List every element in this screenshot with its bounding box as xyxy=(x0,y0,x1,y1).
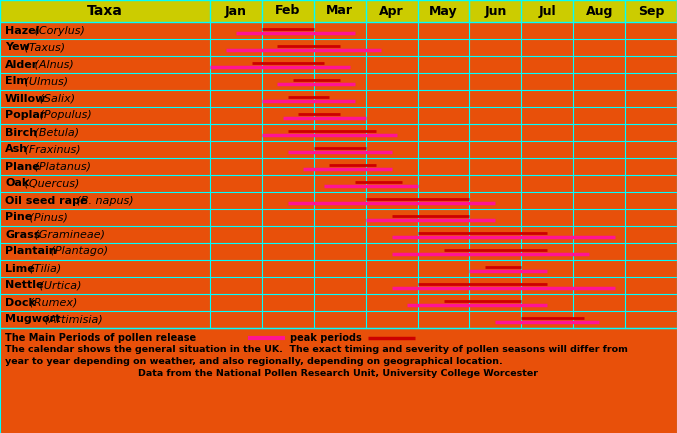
Text: (Betula): (Betula) xyxy=(31,127,79,138)
Text: Jul: Jul xyxy=(538,4,556,17)
Text: (Taxus): (Taxus) xyxy=(20,42,65,52)
Text: Feb: Feb xyxy=(275,4,301,17)
Text: Plantain: Plantain xyxy=(5,246,57,256)
Text: Alder: Alder xyxy=(5,59,38,70)
Text: (Alnus): (Alnus) xyxy=(31,59,74,70)
Bar xyxy=(0,107,677,124)
Text: year to year depending on weather, and also regionally, depending on geographica: year to year depending on weather, and a… xyxy=(5,356,503,365)
Text: Ash: Ash xyxy=(5,145,28,155)
Text: Grass: Grass xyxy=(5,229,41,239)
Text: Dock: Dock xyxy=(5,297,36,307)
Text: (Corylus): (Corylus) xyxy=(31,26,85,36)
Bar xyxy=(0,243,677,260)
Text: (Populus): (Populus) xyxy=(36,110,92,120)
Text: Elm: Elm xyxy=(5,77,28,87)
Text: Oak: Oak xyxy=(5,178,29,188)
Bar xyxy=(0,277,677,294)
Bar xyxy=(0,73,677,90)
Text: (Plantago): (Plantago) xyxy=(47,246,108,256)
Bar xyxy=(0,141,677,158)
Text: Mar: Mar xyxy=(326,4,353,17)
Text: (Rumex): (Rumex) xyxy=(26,297,77,307)
Text: (Platanus): (Platanus) xyxy=(31,162,91,171)
Text: (Tilia): (Tilia) xyxy=(26,264,61,274)
Text: Jun: Jun xyxy=(484,4,506,17)
Text: (Quercus): (Quercus) xyxy=(20,178,79,188)
Bar xyxy=(0,192,677,209)
Bar xyxy=(0,175,677,192)
Text: (Pinus): (Pinus) xyxy=(26,213,68,223)
Bar xyxy=(0,158,677,175)
Text: Sep: Sep xyxy=(638,4,664,17)
Text: Aug: Aug xyxy=(586,4,613,17)
Bar xyxy=(0,90,677,107)
Text: The calendar shows the general situation in the UK.  The exact timing and severi: The calendar shows the general situation… xyxy=(5,346,628,355)
Text: (Gramineae): (Gramineae) xyxy=(31,229,105,239)
Text: Data from the National Pollen Research Unit, University College Worcester: Data from the National Pollen Research U… xyxy=(139,369,538,378)
Bar xyxy=(0,328,677,433)
Text: (Urtica): (Urtica) xyxy=(36,281,82,291)
Text: Oil seed rape: Oil seed rape xyxy=(5,196,87,206)
Text: Mugwort: Mugwort xyxy=(5,314,60,324)
Text: Poplar: Poplar xyxy=(5,110,45,120)
Text: Nettle: Nettle xyxy=(5,281,43,291)
Bar xyxy=(0,226,677,243)
Text: (Artimisia): (Artimisia) xyxy=(41,314,103,324)
Text: Jan: Jan xyxy=(225,4,247,17)
Text: (Fraxinus): (Fraxinus) xyxy=(20,145,81,155)
Text: peak periods: peak periods xyxy=(290,333,362,343)
Text: Willow: Willow xyxy=(5,94,47,103)
Bar xyxy=(0,294,677,311)
Text: Apr: Apr xyxy=(379,4,404,17)
Text: Yew: Yew xyxy=(5,42,30,52)
Text: Birch: Birch xyxy=(5,127,37,138)
Bar xyxy=(0,0,677,22)
Bar xyxy=(0,209,677,226)
Text: (B. napus): (B. napus) xyxy=(72,196,133,206)
Bar xyxy=(0,124,677,141)
Bar xyxy=(0,39,677,56)
Bar xyxy=(0,311,677,328)
Text: Hazel: Hazel xyxy=(5,26,39,36)
Text: Plane: Plane xyxy=(5,162,40,171)
Text: The Main Periods of pollen release: The Main Periods of pollen release xyxy=(5,333,196,343)
Text: Pine: Pine xyxy=(5,213,32,223)
Bar xyxy=(0,260,677,277)
Text: May: May xyxy=(429,4,458,17)
Text: Taxa: Taxa xyxy=(87,4,123,18)
Text: (Ulmus): (Ulmus) xyxy=(20,77,68,87)
Bar xyxy=(0,22,677,39)
Text: (Salix): (Salix) xyxy=(36,94,75,103)
Bar xyxy=(0,56,677,73)
Text: Lime: Lime xyxy=(5,264,35,274)
